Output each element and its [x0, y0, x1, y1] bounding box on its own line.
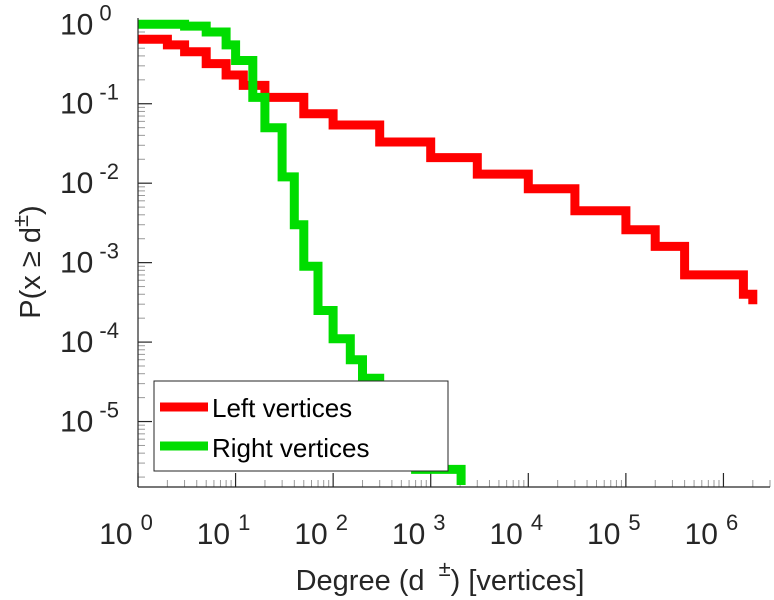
x-axis-label-post: ) [vertices] — [451, 565, 585, 597]
y-tick-exp: -2 — [99, 159, 119, 184]
y-tick-base: 10 — [60, 326, 93, 359]
x-tick-base: 10 — [587, 518, 620, 551]
y-tick-label: 10 -3 — [60, 239, 119, 280]
x-tick-labels: 10 0 10 1 10 2 10 3 10 4 10 5 10 6 — [99, 510, 738, 551]
x-tick-base: 10 — [197, 518, 230, 551]
y-tick-exp: -5 — [99, 398, 119, 423]
legend: Left vertices Right vertices — [153, 380, 449, 472]
x-tick-exp: 3 — [433, 510, 445, 535]
y-tick-label: 10 -2 — [60, 159, 119, 200]
y-axis-label: P(x ≥ d±) — [8, 205, 47, 318]
x-tick-base: 10 — [99, 518, 132, 551]
y-tick-exp: 0 — [99, 0, 111, 25]
x-tick-exp: 5 — [628, 510, 640, 535]
x-tick-label: 10 0 — [99, 510, 153, 551]
y-axis-label-sup: ± — [8, 215, 33, 227]
x-tick-base: 10 — [392, 518, 425, 551]
legend-box — [153, 380, 449, 472]
y-axis-label-post: ) — [15, 205, 47, 215]
x-axis-label-sup: ± — [439, 556, 451, 581]
y-tick-base: 10 — [60, 8, 93, 41]
x-axis-label-pre: Degree (d — [296, 565, 425, 597]
x-tick-label: 10 3 — [392, 510, 446, 551]
y-tick-base: 10 — [60, 406, 93, 439]
minor-ticks — [138, 27, 771, 487]
x-tick-label: 10 1 — [197, 510, 251, 551]
y-tick-exp: -3 — [99, 239, 119, 264]
x-tick-exp: 1 — [238, 510, 250, 535]
y-tick-exp: -4 — [99, 318, 119, 343]
y-tick-label: 10 -4 — [60, 318, 119, 359]
y-tick-base: 10 — [60, 247, 93, 280]
x-tick-base: 10 — [685, 518, 718, 551]
x-tick-exp: 2 — [336, 510, 348, 535]
legend-label-right: Right vertices — [212, 433, 370, 463]
x-tick-exp: 4 — [531, 510, 543, 535]
x-axis-label: Degree (d ±) [vertices] — [296, 556, 585, 597]
legend-label-left: Left vertices — [212, 393, 352, 423]
x-tick-label: 10 2 — [294, 510, 348, 551]
x-tick-exp: 6 — [726, 510, 738, 535]
y-axis-label-pre: P(x ≥ d — [15, 227, 47, 319]
y-tick-label: 10 -1 — [60, 80, 119, 121]
y-tick-label: 10 -5 — [60, 398, 119, 439]
x-tick-label: 10 6 — [685, 510, 739, 551]
y-tick-exp: -1 — [99, 80, 119, 105]
x-tick-base: 10 — [294, 518, 327, 551]
series-line-left-vertices — [138, 34, 758, 305]
y-tick-base: 10 — [60, 167, 93, 200]
y-tick-label: 10 0 — [60, 0, 112, 41]
x-tick-exp: 0 — [141, 510, 153, 535]
x-tick-label: 10 4 — [489, 510, 543, 551]
x-tick-label: 10 5 — [587, 510, 641, 551]
x-tick-base: 10 — [489, 518, 522, 551]
y-tick-base: 10 — [60, 88, 93, 121]
